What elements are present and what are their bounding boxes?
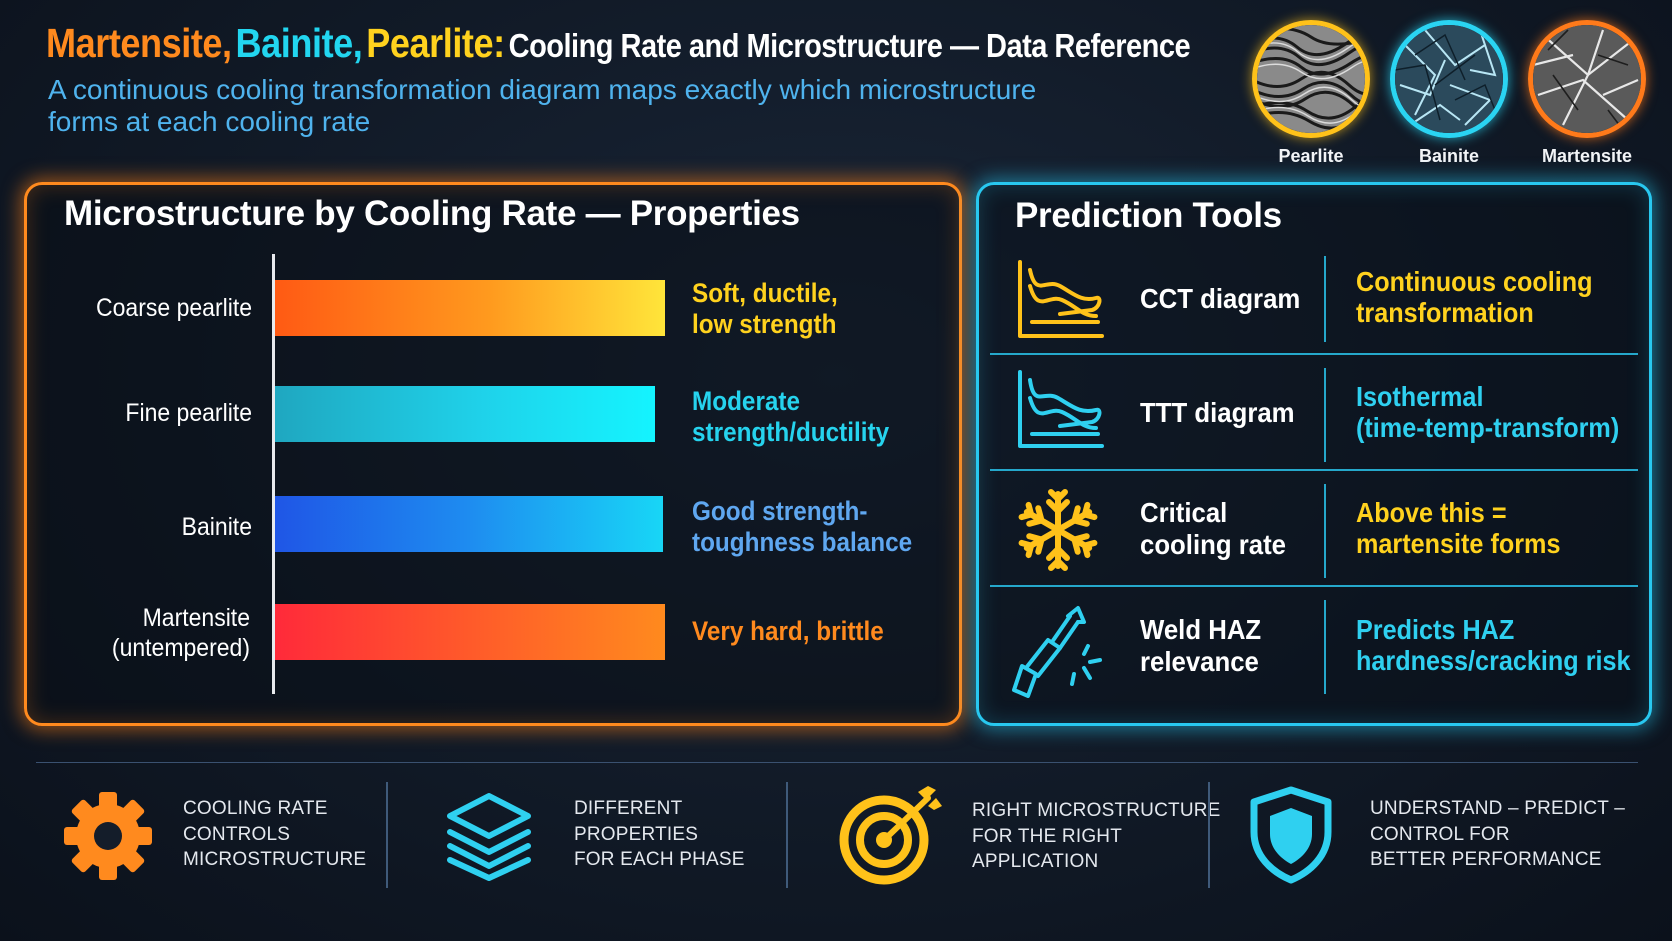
thumb-label-bainite: Bainite (1418, 146, 1479, 166)
title-rest: Cooling Rate and Microstructure — Data R… (508, 27, 1191, 64)
tool-row-divider (990, 469, 1638, 471)
footer-separator (786, 782, 788, 888)
prediction-tools-title: Prediction Tools (1015, 196, 1282, 235)
footer-text-4-line-3: BETTER PERFORMANCE (1370, 849, 1602, 870)
bainite-micrograph-image (1390, 20, 1508, 138)
footer-separator (1208, 782, 1210, 888)
target-icon (836, 784, 946, 888)
thumb-label-martensite: Martensite (1541, 146, 1633, 166)
bar-martensite (275, 604, 665, 660)
bar-bainite (275, 496, 663, 552)
martensite-micrograph-image (1528, 20, 1646, 138)
cct-diagram-icon (1012, 258, 1108, 342)
subtitle-line-1: A continuous cooling transformation diag… (48, 74, 1037, 105)
ttt-diagram-icon (1012, 368, 1108, 452)
page-title: Martensite, Bainite, Pearlite: Cooling R… (46, 20, 1191, 67)
footer-text-properties: DIFFERENT PROPERTIES FOR EACH PHASE (574, 796, 745, 873)
gear-icon (62, 790, 154, 882)
footer-text-1-line-2: CONTROLS (183, 823, 291, 845)
property-coarse-pearlite: Soft, ductile, low strength (692, 278, 838, 340)
bar-fine-pearlite (275, 386, 655, 442)
footer-text-application: RIGHT MICROSTRUCTURE FOR THE RIGHT APPLI… (972, 798, 1221, 875)
tool-desc-weld-line-2: hardness/cracking risk (1356, 645, 1631, 676)
tool-name-weld-line-2: relevance (1140, 646, 1259, 677)
footer-text-3-line-1: RIGHT MICROSTRUCTURE (972, 800, 1221, 821)
prediction-tools-panel (976, 182, 1652, 726)
tool-name-weld-line-1: Weld HAZ (1140, 614, 1262, 645)
footer-text-3-line-2: FOR THE RIGHT (972, 825, 1123, 847)
title-pearlite: Pearlite: (366, 20, 505, 66)
property-bainite-line-2: toughness balance (692, 527, 913, 557)
tool-row-divider (990, 353, 1638, 355)
title-bainite: Bainite, (235, 20, 363, 66)
footer-text-performance: UNDERSTAND – PREDICT – CONTROL FOR BETTE… (1370, 796, 1625, 873)
property-bainite: Good strength- toughness balance (692, 496, 912, 558)
row-label-bainite: Bainite (181, 513, 252, 541)
footer-text-2-line-3: FOR EACH PHASE (574, 849, 745, 870)
tool-name-critical-cooling-rate: Critical cooling rate (1140, 497, 1286, 561)
tool-desc-ttt: Isothermal (time-temp-transform) (1356, 381, 1619, 443)
layers-icon (444, 790, 534, 882)
tool-separator (1324, 484, 1326, 578)
tool-desc-cct-line-1: Continuous cooling (1356, 266, 1593, 297)
tool-desc-cct: Continuous cooling transformation (1356, 266, 1593, 328)
footer-text-2-line-2: PROPERTIES (574, 823, 699, 845)
footer-separator (386, 782, 388, 888)
footer-text-1-line-3: MICROSTRUCTURE (183, 849, 367, 870)
snowflake-icon (1016, 488, 1100, 572)
tool-name-cct: CCT diagram (1140, 283, 1301, 314)
row-label-coarse-pearlite: Coarse pearlite (96, 294, 252, 322)
property-bainite-line-1: Good strength- (692, 496, 868, 526)
row-label-fine-pearlite: Fine pearlite (125, 399, 252, 427)
tool-separator (1324, 256, 1326, 342)
row-label-martensite-line-1: Martensite (142, 604, 250, 632)
property-martensite-line-1: Very hard, brittle (692, 616, 884, 646)
tool-desc-critical-line-2: martensite forms (1356, 528, 1561, 559)
property-coarse-pearlite-line-2: low strength (692, 309, 837, 339)
tool-separator (1324, 600, 1326, 694)
tool-desc-critical-line-1: Above this = (1356, 497, 1507, 528)
tool-desc-weld-line-1: Predicts HAZ (1356, 614, 1515, 645)
welding-torch-icon (1008, 602, 1108, 698)
tool-row-divider (990, 585, 1638, 587)
tool-separator (1324, 368, 1326, 462)
footer-text-1-line-1: COOLING RATE (183, 798, 328, 819)
bar-coarse-pearlite (275, 280, 665, 336)
property-fine-pearlite-line-1: Moderate (692, 386, 801, 416)
subtitle-line-2: forms at each cooling rate (48, 106, 371, 137)
property-martensite: Very hard, brittle (692, 616, 884, 647)
property-fine-pearlite: Moderate strength/ductility (692, 386, 889, 448)
tool-name-critical-line-1: Critical (1140, 497, 1228, 528)
pearlite-micrograph-image (1252, 20, 1370, 138)
tool-desc-ttt-line-1: Isothermal (1356, 381, 1484, 412)
tool-desc-ttt-line-2: (time-temp-transform) (1356, 412, 1620, 443)
footer-text-cooling-rate: COOLING RATE CONTROLS MICROSTRUCTURE (183, 796, 366, 873)
footer-text-4-line-2: CONTROL FOR (1370, 823, 1510, 845)
property-fine-pearlite-line-2: strength/ductility (692, 417, 890, 447)
tool-desc-critical-cooling-rate: Above this = martensite forms (1356, 497, 1560, 559)
tool-name-critical-line-2: cooling rate (1140, 529, 1287, 560)
thumb-label-pearlite: Pearlite (1278, 146, 1344, 166)
bar-axis-line (272, 254, 275, 694)
page-subtitle: A continuous cooling transformation diag… (48, 74, 1148, 138)
tool-desc-cct-line-2: transformation (1356, 297, 1534, 328)
tool-name-weld-haz: Weld HAZ relevance (1140, 614, 1261, 678)
footer-text-2-line-1: DIFFERENT (574, 798, 683, 819)
property-coarse-pearlite-line-1: Soft, ductile, (692, 278, 838, 308)
footer-divider (36, 762, 1638, 763)
tool-desc-weld-haz: Predicts HAZ hardness/cracking risk (1356, 614, 1631, 676)
row-label-martensite: Martensite (untempered) (29, 603, 250, 663)
footer-text-4-line-1: UNDERSTAND – PREDICT – (1370, 798, 1625, 819)
footer-text-3-line-3: APPLICATION (972, 851, 1099, 872)
properties-panel-title: Microstructure by Cooling Rate — Propert… (64, 194, 800, 233)
title-martensite: Martensite, (46, 20, 232, 66)
tool-name-ttt: TTT diagram (1140, 397, 1295, 428)
row-label-martensite-line-2: (untempered) (111, 634, 250, 662)
shield-icon (1248, 786, 1334, 884)
